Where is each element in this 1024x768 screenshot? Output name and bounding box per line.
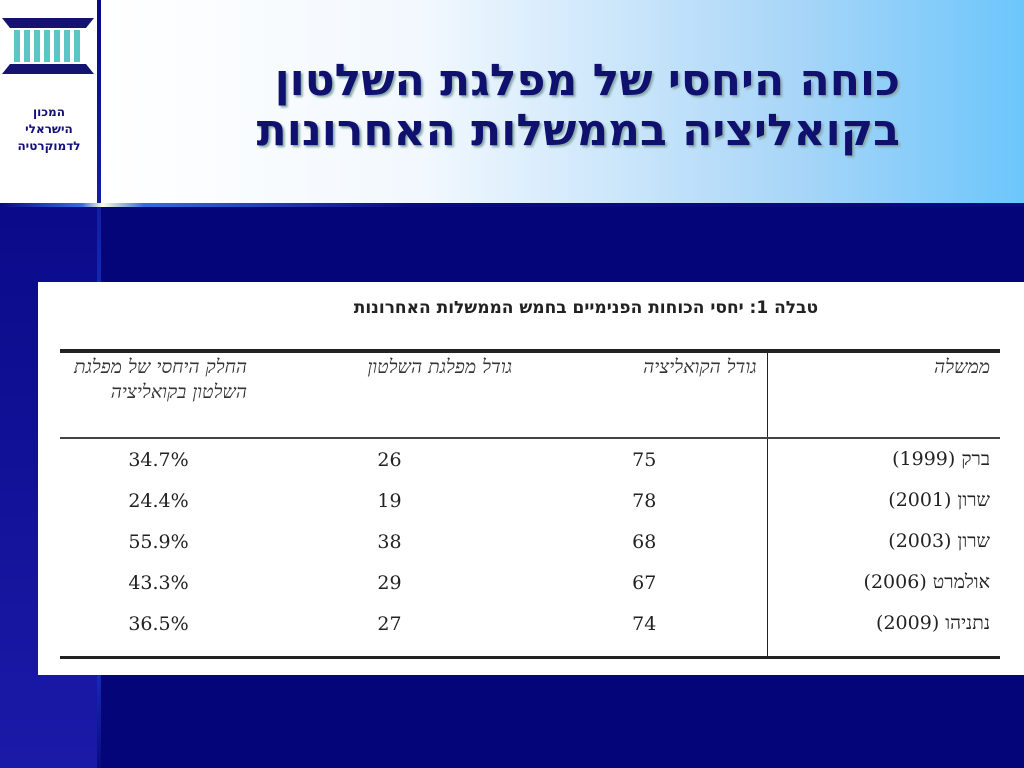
table-header-row: ממשלה גודל הקואליציה גודל מפלגת השלטון ה… (60, 351, 1000, 438)
cell-coalition-size: 78 (632, 489, 657, 512)
table-card: טבלה 1: יחסי הכוחות הפנימיים בחמש הממשלו… (38, 282, 1024, 675)
table-row: ברק (1999) 75 26 34.7% (60, 438, 1000, 480)
institute-name: המכון הישראלי לדמוקרטיה (0, 104, 98, 155)
cell-relative-share: 55.9% (128, 530, 189, 553)
cell-relative-share: 43.3% (128, 571, 189, 594)
cell-ruling-party-size: 38 (377, 530, 402, 553)
header-ruling-party-size: גודל מפלגת השלטון (367, 356, 512, 378)
cell-ruling-party-size: 29 (377, 571, 402, 594)
cell-coalition-size: 74 (632, 612, 657, 635)
slide-title: כוחה היחסי של מפלגת השלטון בקואליציה בממ… (130, 56, 900, 156)
cell-government: שרון (2001) (766, 480, 1000, 521)
header-government: ממשלה (766, 351, 1000, 438)
cell-government: נתניהו (2009) (766, 603, 1000, 658)
cell-government: אולמרט (2006) (766, 562, 1000, 603)
slide-title-line-2: בקואליציה בממשלות האחרונות (256, 105, 900, 156)
table-row: נתניהו (2009) 74 27 36.5% (60, 603, 1000, 658)
cell-coalition-size: 68 (632, 530, 657, 553)
slide-title-line-1: כוחה היחסי של מפלגת השלטון (274, 55, 900, 106)
cell-ruling-party-size: 26 (377, 448, 402, 471)
cell-ruling-party-size: 27 (377, 612, 402, 635)
institute-name-line: לדמוקרטיה (17, 139, 81, 153)
horizontal-divider (0, 203, 1024, 207)
coalition-table: ממשלה גודל הקואליציה גודל מפלגת השלטון ה… (60, 349, 1000, 659)
cell-relative-share: 24.4% (128, 489, 189, 512)
cell-government: שרון (2003) (766, 521, 1000, 562)
cell-ruling-party-size: 19 (377, 489, 402, 512)
table-row: שרון (2001) 78 19 24.4% (60, 480, 1000, 521)
title-banner (100, 0, 1024, 205)
institute-name-line: המכון (33, 105, 65, 119)
header-relative-share: החלק היחסי של מפלגת השלטון בקואליציה (73, 356, 247, 403)
table-row: אולמרט (2006) 67 29 43.3% (60, 562, 1000, 603)
cell-coalition-size: 75 (632, 448, 657, 471)
institute-logo-icon (2, 18, 94, 74)
cell-coalition-size: 67 (632, 571, 657, 594)
table-row: שרון (2003) 68 38 55.9% (60, 521, 1000, 562)
cell-relative-share: 36.5% (128, 612, 189, 635)
institute-name-line: הישראלי (25, 122, 73, 136)
header-coalition-size: גודל הקואליציה (643, 356, 757, 378)
table-caption: טבלה 1: יחסי הכוחות הפנימיים בחמש הממשלו… (353, 298, 818, 318)
cell-government: ברק (1999) (766, 438, 1000, 480)
cell-relative-share: 34.7% (128, 448, 189, 471)
